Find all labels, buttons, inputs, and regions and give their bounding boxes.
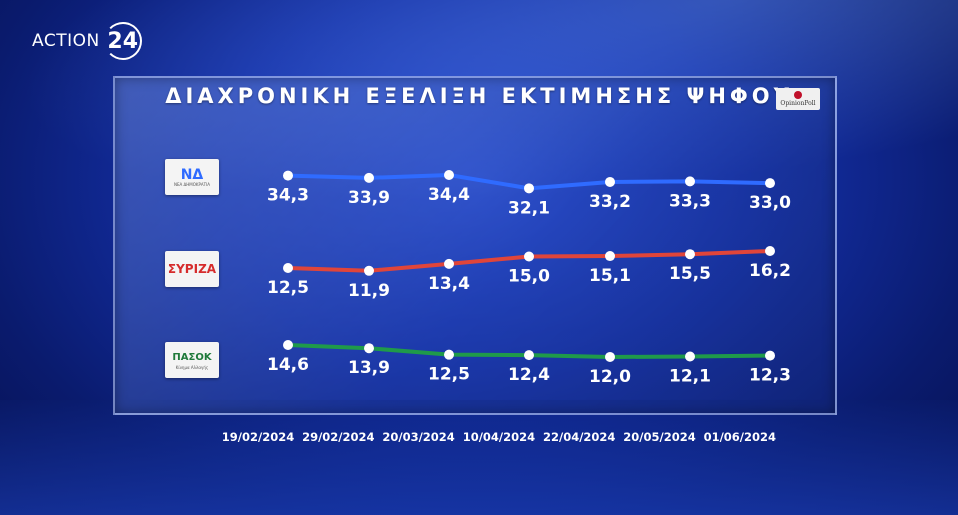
data-label: 12,4 bbox=[508, 365, 550, 385]
party-logo-pasok: ΠΑΣΟΚ Κίνημα Αλλαγής bbox=[165, 342, 219, 378]
data-point bbox=[283, 170, 293, 181]
logo-word: ACTION bbox=[32, 31, 100, 51]
data-label: 33,3 bbox=[669, 191, 711, 211]
syriza-logo-symbol: ΣΥΡΙΖΑ bbox=[167, 262, 217, 276]
data-label: 11,9 bbox=[348, 281, 390, 301]
party-logo-syriza: ΣΥΡΙΖΑ bbox=[165, 251, 219, 287]
data-label: 33,0 bbox=[749, 193, 791, 213]
x-tick-label: 01/06/2024 bbox=[704, 430, 776, 444]
data-label: 16,2 bbox=[749, 261, 791, 281]
x-tick-label: 19/02/2024 bbox=[222, 430, 294, 444]
data-point bbox=[444, 349, 454, 360]
opinionpoll-text: OpinionPoll bbox=[780, 100, 816, 107]
data-point bbox=[605, 176, 615, 187]
data-point bbox=[524, 183, 534, 194]
data-label: 12,3 bbox=[749, 366, 791, 386]
chart-panel bbox=[113, 76, 837, 415]
data-point bbox=[364, 265, 374, 276]
data-label: 12,1 bbox=[669, 367, 711, 387]
x-tick-label: 20/05/2024 bbox=[623, 430, 695, 444]
data-point bbox=[605, 251, 615, 262]
data-point bbox=[283, 263, 293, 274]
pasok-logo-caption: Κίνημα Αλλαγής bbox=[175, 364, 209, 370]
data-point bbox=[765, 246, 775, 256]
data-label: 34,3 bbox=[267, 186, 309, 206]
data-point bbox=[765, 350, 775, 361]
opinionpoll-logo: OpinionPoll bbox=[776, 88, 820, 110]
data-point bbox=[444, 258, 454, 269]
data-point bbox=[444, 170, 454, 180]
data-point bbox=[685, 351, 695, 362]
data-point bbox=[524, 251, 534, 262]
data-label: 15,5 bbox=[669, 264, 711, 284]
data-label: 12,5 bbox=[428, 365, 470, 385]
data-label: 33,9 bbox=[348, 188, 390, 208]
data-label: 13,4 bbox=[428, 274, 470, 294]
x-tick-label: 29/02/2024 bbox=[302, 430, 374, 444]
data-label: 15,0 bbox=[508, 267, 550, 287]
data-label: 14,6 bbox=[267, 355, 309, 375]
x-tick-label: 10/04/2024 bbox=[463, 430, 535, 444]
data-label: 33,2 bbox=[589, 192, 631, 212]
opinionpoll-dot-icon bbox=[794, 91, 802, 99]
nd-logo-caption: ΝΕΑ ΔΗΜΟΚΡΑΤΙΑ bbox=[173, 181, 210, 187]
data-label: 32,1 bbox=[508, 198, 550, 218]
pasok-logo-symbol: ΠΑΣΟΚ bbox=[172, 351, 212, 363]
nd-logo-symbol: ΝΔ bbox=[180, 166, 204, 183]
data-point bbox=[605, 351, 615, 362]
data-label: 13,9 bbox=[348, 358, 390, 378]
data-point bbox=[283, 340, 293, 350]
x-tick-label: 20/03/2024 bbox=[382, 430, 454, 444]
studio-floor bbox=[0, 400, 958, 515]
data-label: 15,1 bbox=[589, 266, 631, 286]
x-tick-label: 22/04/2024 bbox=[543, 430, 615, 444]
data-point bbox=[765, 178, 775, 189]
data-point bbox=[364, 172, 374, 183]
data-point bbox=[364, 343, 374, 354]
logo-number: 24 bbox=[103, 22, 142, 60]
data-label: 12,0 bbox=[589, 367, 631, 387]
data-label: 34,4 bbox=[428, 185, 470, 205]
chart-title: ΔΙΑΧΡΟΝΙΚΗ ΕΞΕΛΙΞΗ ΕΚΤΙΜΗΣΗΣ ΨΗΦΟΥ bbox=[165, 84, 793, 108]
action24-logo: ACTION 24 bbox=[32, 22, 142, 60]
data-point bbox=[524, 350, 534, 361]
party-logo-nd: ΝΔ ΝΕΑ ΔΗΜΟΚΡΑΤΙΑ bbox=[165, 159, 219, 195]
data-point bbox=[685, 176, 695, 187]
data-point bbox=[685, 249, 695, 260]
data-label: 12,5 bbox=[267, 278, 309, 298]
